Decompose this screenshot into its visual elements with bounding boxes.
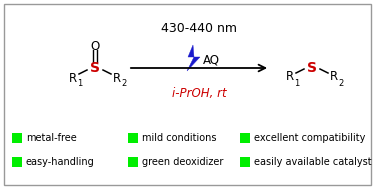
Text: S: S bbox=[307, 61, 317, 75]
Bar bbox=[240, 133, 250, 143]
Text: R: R bbox=[286, 70, 294, 83]
Bar bbox=[12, 157, 22, 167]
Text: metal-free: metal-free bbox=[26, 133, 77, 143]
Text: easily available catalyst: easily available catalyst bbox=[254, 157, 372, 167]
Text: 2: 2 bbox=[122, 80, 127, 88]
Bar bbox=[240, 157, 250, 167]
Text: excellent compatibility: excellent compatibility bbox=[254, 133, 365, 143]
Text: AQ: AQ bbox=[203, 53, 220, 67]
Text: S: S bbox=[90, 61, 100, 75]
Bar bbox=[128, 133, 138, 143]
Text: R: R bbox=[113, 71, 121, 84]
Text: R: R bbox=[330, 70, 338, 83]
Text: 1: 1 bbox=[77, 80, 82, 88]
Bar bbox=[128, 157, 138, 167]
Text: 1: 1 bbox=[294, 78, 300, 88]
Text: 2: 2 bbox=[338, 78, 344, 88]
Polygon shape bbox=[187, 45, 200, 71]
Text: 430-440 nm: 430-440 nm bbox=[161, 22, 237, 35]
Text: easy-handling: easy-handling bbox=[26, 157, 95, 167]
Bar bbox=[12, 133, 22, 143]
Text: mild conditions: mild conditions bbox=[142, 133, 216, 143]
Text: green deoxidizer: green deoxidizer bbox=[142, 157, 224, 167]
Text: O: O bbox=[90, 40, 100, 53]
Text: R: R bbox=[69, 71, 77, 84]
Text: i-PrOH, rt: i-PrOH, rt bbox=[172, 87, 226, 99]
